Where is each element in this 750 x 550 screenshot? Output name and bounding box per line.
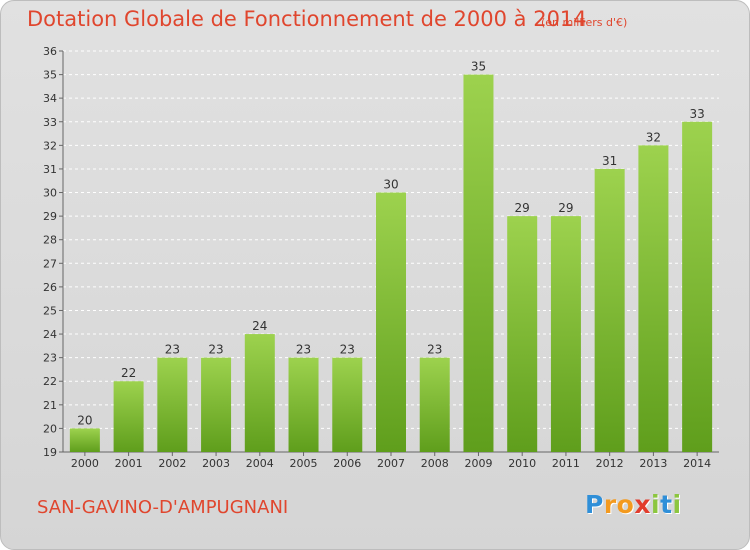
bar-value-label: 23 <box>208 343 223 357</box>
x-tick-label: 2008 <box>421 457 449 470</box>
bar-value-label: 32 <box>646 130 661 144</box>
x-tick-label: 2003 <box>202 457 230 470</box>
logo-letter: i <box>651 490 661 519</box>
x-tick-label: 2002 <box>158 457 186 470</box>
logo-letter: o <box>616 490 635 519</box>
bar-2012 <box>594 168 625 453</box>
bar-2008 <box>419 357 450 452</box>
bar-2000 <box>69 428 100 452</box>
proxiti-logo: Proxiti <box>585 490 682 519</box>
x-tick-label: 2005 <box>290 457 318 470</box>
x-tick-label: 2011 <box>552 457 580 470</box>
logo-letter: r <box>603 490 617 519</box>
bar-2002 <box>157 357 188 452</box>
y-tick-label: 27 <box>43 257 57 270</box>
bar-value-label: 23 <box>165 343 180 357</box>
y-tick-label: 22 <box>43 375 57 388</box>
y-axis-ticks: 19 20 21 22 23 24 25 26 27 28 29 30 31 32 33 34 35 36 <box>43 45 63 459</box>
bar-value-label: 23 <box>296 343 311 357</box>
bar-value-label: 33 <box>689 107 704 121</box>
bar-2011 <box>550 216 581 452</box>
x-tick-label: 2004 <box>246 457 274 470</box>
x-tick-label: 2001 <box>115 457 143 470</box>
bar-value-label: 35 <box>471 60 486 74</box>
y-tick-label: 34 <box>43 92 57 105</box>
y-tick-label: 25 <box>43 304 57 317</box>
y-tick-label: 26 <box>43 281 57 294</box>
y-tick-label: 21 <box>43 399 57 412</box>
bar-2001 <box>113 381 144 452</box>
y-tick-label: 24 <box>43 328 57 341</box>
logo-letter: i <box>672 490 682 519</box>
x-tick-label: 2012 <box>596 457 624 470</box>
x-tick-label: 2007 <box>377 457 405 470</box>
municipality-name: SAN-GAVINO-D'AMPUGNANI <box>37 497 289 518</box>
y-tick-label: 19 <box>43 446 57 459</box>
bar-value-label: 23 <box>340 343 355 357</box>
y-tick-label: 33 <box>43 116 57 129</box>
y-tick-label: 31 <box>43 163 57 176</box>
bar-value-label: 29 <box>515 201 530 215</box>
logo-letter: x <box>634 490 651 519</box>
x-tick-label: 2013 <box>639 457 667 470</box>
y-tick-label: 35 <box>43 69 57 82</box>
x-tick-label: 2000 <box>71 457 99 470</box>
y-tick-label: 30 <box>43 187 57 200</box>
bar-value-label: 20 <box>77 413 92 427</box>
x-tick-label: 2010 <box>508 457 536 470</box>
y-tick-label: 20 <box>43 422 57 435</box>
y-tick-label: 28 <box>43 234 57 247</box>
bar-2014 <box>682 121 713 452</box>
x-axis-ticks: 2000 2001 2002 2003 2004 2005 2006 2007 2008 2009… <box>71 452 711 470</box>
bar-value-label: 22 <box>121 366 136 380</box>
bars: 20 22 23 23 24 23 23 30 23 35 29 29 31 32 33 <box>69 60 713 453</box>
bar-2005 <box>288 357 319 452</box>
bar-2010 <box>507 216 538 452</box>
bar-2006 <box>332 357 363 452</box>
bar-value-label: 23 <box>427 343 442 357</box>
bar-2009 <box>463 74 494 453</box>
x-tick-label: 2006 <box>333 457 361 470</box>
chart-subtitle: (en milliers d'€) <box>541 16 628 29</box>
bar-value-label: 30 <box>383 178 398 192</box>
bar-value-label: 31 <box>602 154 617 168</box>
logo-letter: P <box>585 490 604 519</box>
y-tick-label: 36 <box>43 45 57 58</box>
x-tick-label: 2009 <box>464 457 492 470</box>
bar-2007 <box>376 192 406 452</box>
y-tick-label: 29 <box>43 210 57 223</box>
x-tick-label: 2014 <box>683 457 711 470</box>
bar-value-label: 24 <box>252 319 267 333</box>
logo-letter: t <box>660 490 673 519</box>
bar-value-label: 29 <box>558 201 573 215</box>
bar-2003 <box>201 357 232 452</box>
bar-2013 <box>638 145 669 452</box>
bar-2004 <box>244 334 275 452</box>
chart-title: Dotation Globale de Fonctionnement de 20… <box>27 7 587 31</box>
y-tick-label: 32 <box>43 139 57 152</box>
y-tick-label: 23 <box>43 352 57 365</box>
